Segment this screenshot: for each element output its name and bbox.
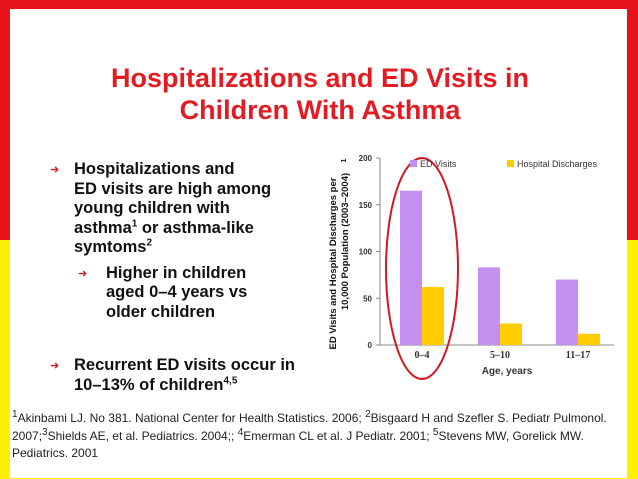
bullet-1-text: Hospitalizations and ED visits are high … bbox=[74, 160, 272, 256]
x-axis-label: Age, years bbox=[482, 366, 533, 377]
y-tick-label: 0 bbox=[368, 341, 373, 350]
y-axis-label-line-2: 10,000 Population (2003–2004) bbox=[340, 173, 351, 310]
references: 1Akinbami LJ. No 381. National Center fo… bbox=[12, 409, 607, 461]
legend-label: Hospital Discharges bbox=[517, 159, 598, 169]
bullet-1: ➜ Hospitalizations and ED visits are hig… bbox=[50, 160, 320, 258]
bullet-2: ➜ Recurrent ED visits occur in 10–13% of… bbox=[50, 356, 320, 395]
legend-label: ED Visits bbox=[420, 159, 457, 169]
x-tick-label: 5–10 bbox=[490, 350, 510, 361]
title-line-1: Hospitalizations and ED Visits in bbox=[110, 63, 530, 93]
bar-ed-visits bbox=[400, 190, 422, 345]
bullet-list: ➜ Hospitalizations and ED visits are hig… bbox=[50, 160, 320, 395]
bar-ed-visits bbox=[556, 279, 578, 345]
y-tick-label: 150 bbox=[359, 201, 373, 210]
bullet-arrow-icon: ➜ bbox=[50, 360, 60, 372]
sub-bullet-1: ➜ Higher in children aged 0–4 years vs o… bbox=[78, 264, 320, 323]
sub-bullet-arrow-icon: ➜ bbox=[78, 267, 88, 280]
x-tick-label: 11–17 bbox=[566, 350, 590, 361]
slide-title: Hospitalizations and ED Visits in Childr… bbox=[20, 62, 620, 126]
legend-swatch bbox=[410, 160, 417, 167]
title-line-2: Children With Asthma bbox=[179, 95, 461, 125]
y-tick-label: 50 bbox=[363, 294, 372, 303]
bullet-arrow-icon: ➜ bbox=[50, 164, 60, 176]
legend-swatch bbox=[507, 160, 514, 167]
highlight-circle bbox=[385, 157, 459, 380]
y-tick-label: 100 bbox=[359, 248, 373, 257]
y-axis-label-line-1: ED Visits and Hospital Discharges per bbox=[328, 177, 339, 349]
bar-hospital-discharges bbox=[578, 333, 600, 345]
bar-chart: 0 50 100 150 200 0–4 5–10 11–17 ED Visits Hospi… bbox=[328, 154, 614, 380]
sub-bullet-1-text: Higher in children aged 0–4 years vs old… bbox=[106, 263, 248, 321]
y-tick-label: 200 bbox=[359, 154, 373, 163]
bar-hospital-discharges bbox=[422, 287, 444, 345]
y-axis-label-superscript: 1 bbox=[341, 158, 348, 162]
content-panel bbox=[10, 9, 627, 478]
x-tick-label: 0–4 bbox=[415, 350, 430, 361]
bar-hospital-discharges bbox=[500, 323, 522, 345]
bullet-2-text: Recurrent ED visits occur in 10–13% of c… bbox=[74, 356, 295, 394]
bar-ed-visits bbox=[478, 267, 500, 345]
